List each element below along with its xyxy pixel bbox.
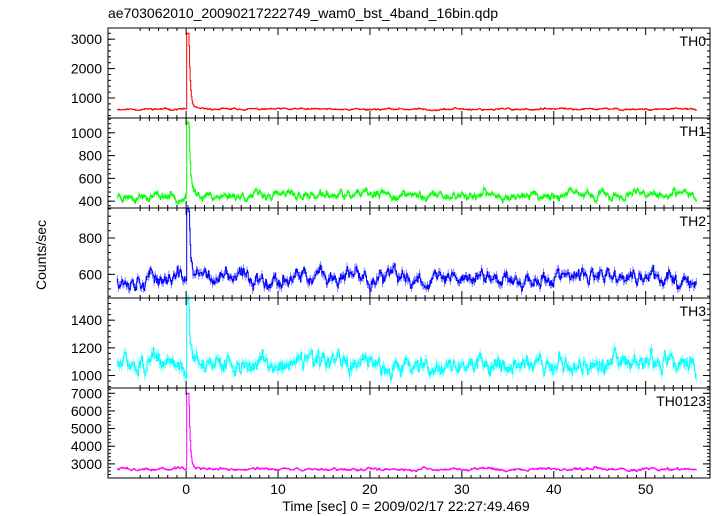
x-tick-label: 10 bbox=[270, 481, 286, 497]
series-errorbars-th3 bbox=[116, 294, 697, 385]
y-tick-label-th2: 600 bbox=[79, 266, 103, 282]
x-tick-label: 20 bbox=[362, 481, 378, 497]
y-tick-label-th0: 2000 bbox=[71, 61, 102, 77]
y-tick-label-th3: 1400 bbox=[71, 312, 102, 328]
series-errorbars-th1 bbox=[116, 120, 697, 206]
x-tick-label: 0 bbox=[182, 481, 190, 497]
panel-frame-th3 bbox=[107, 297, 711, 389]
x-axis-label: Time [sec] 0 = 2009/02/17 22:27:49.469 bbox=[282, 498, 530, 514]
series-line-th2 bbox=[117, 208, 697, 292]
panel-label-th2: TH2 bbox=[680, 213, 707, 229]
y-tick-label-th3: 1000 bbox=[71, 368, 102, 384]
series-line-th0 bbox=[117, 32, 697, 112]
y-tick-label-th0123: 6000 bbox=[71, 403, 102, 419]
x-tick-label: 30 bbox=[454, 481, 470, 497]
panel-label-th3: TH3 bbox=[680, 303, 707, 319]
chart-title: ae703062010_20090217222749_wam0_bst_4ban… bbox=[108, 5, 498, 21]
series-errorbars-th2 bbox=[116, 205, 697, 296]
y-tick-label-th2: 800 bbox=[79, 230, 103, 246]
series-errorbars-th0123 bbox=[116, 392, 697, 473]
y-tick-label-th0123: 5000 bbox=[71, 421, 102, 437]
y-tick-label-th1: 1000 bbox=[71, 125, 102, 141]
y-tick-label-th0123: 4000 bbox=[71, 438, 102, 454]
y-tick-label-th3: 1200 bbox=[71, 340, 102, 356]
y-tick-label-th1: 400 bbox=[79, 193, 103, 209]
x-tick-label: 50 bbox=[638, 481, 654, 497]
y-tick-label-th0123: 7000 bbox=[71, 385, 102, 401]
series-line-th3 bbox=[117, 298, 697, 381]
y-tick-label-th0123: 3000 bbox=[71, 456, 102, 472]
series-line-th1 bbox=[117, 122, 697, 205]
panel-frame-th0 bbox=[107, 27, 711, 119]
panel-label-th0123: TH0123 bbox=[656, 393, 706, 409]
y-tick-label-th1: 800 bbox=[79, 148, 103, 164]
panel-label-th1: TH1 bbox=[680, 123, 707, 139]
x-tick-label: 40 bbox=[546, 481, 562, 497]
y-axis-label: Counts/sec bbox=[33, 220, 49, 290]
y-tick-label-th0: 1000 bbox=[71, 90, 102, 106]
panel-frame-th0123 bbox=[107, 387, 711, 479]
y-tick-label-th0: 3000 bbox=[71, 31, 102, 47]
y-tick-label-th1: 600 bbox=[79, 170, 103, 186]
panel-frame-th2 bbox=[107, 207, 711, 299]
panel-label-th0: TH0 bbox=[680, 33, 707, 49]
series-line-th0123 bbox=[117, 392, 697, 473]
series-errorbars-th0 bbox=[116, 32, 697, 112]
